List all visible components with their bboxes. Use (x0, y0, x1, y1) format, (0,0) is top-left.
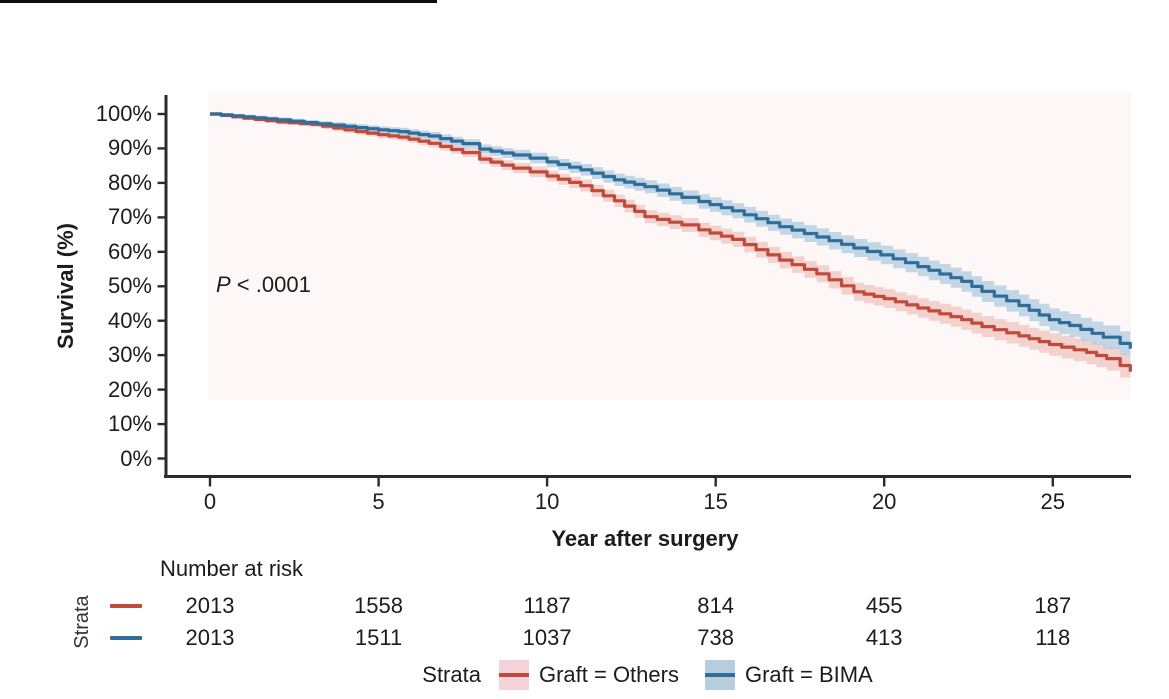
y-tick-label: 100% (95, 101, 152, 126)
risk-table-strata-axis-label: Strata (71, 595, 93, 649)
risk-row-swatch-line (110, 604, 142, 608)
risk-count-value: 455 (865, 593, 903, 618)
x-tick-label: 10 (534, 489, 560, 514)
x-tick-label: 25 (1040, 489, 1065, 514)
legend-item-others: Graft = Others (498, 660, 679, 690)
legend-swatch-others (498, 660, 529, 690)
x-axis-title: Year after surgery (551, 526, 739, 551)
y-tick-label: 90% (107, 135, 152, 161)
legend-line-bima (704, 673, 735, 677)
y-tick-label: 80% (107, 169, 152, 195)
risk-count-value: 1037 (522, 625, 572, 650)
legend-line-others (498, 673, 529, 677)
top-left-border-bar (0, 0, 437, 3)
legend-item-bima: Graft = BIMA (704, 660, 873, 690)
chart-legend: Strata Graft = Others Graft = BIMA (164, 658, 1131, 692)
risk-count-value: 814 (697, 593, 734, 618)
risk-count-value: 118 (1035, 625, 1071, 650)
number-at-risk-title: Number at risk (160, 556, 304, 581)
risk-count-value: 1187 (523, 593, 571, 618)
x-tick-label: 5 (372, 489, 385, 514)
y-tick-label: 20% (107, 376, 152, 402)
legend-label-bima: Graft = BIMA (744, 662, 873, 687)
p-value-annotation: P < .0001 (216, 272, 311, 298)
y-tick-label: 50% (107, 273, 152, 299)
confidence-band-others (210, 112, 1131, 384)
legend-title: Strata (422, 662, 481, 687)
y-tick-label: 10% (107, 411, 152, 437)
y-tick-label: 40% (107, 307, 152, 333)
x-tick-label: 20 (871, 489, 897, 514)
risk-row-swatch-line (110, 636, 142, 640)
p-value-symbol: P (216, 272, 231, 297)
x-tick-label: 15 (703, 489, 728, 514)
risk-count-value: 738 (697, 625, 734, 650)
legend-swatch-bima (704, 660, 735, 690)
p-value-text: < .0001 (230, 272, 311, 297)
survival-curve-others (210, 112, 1132, 372)
risk-count-value: 2013 (185, 593, 235, 618)
y-tick-label: 60% (107, 238, 152, 264)
risk-count-value: 1558 (354, 593, 404, 618)
y-tick-label: 30% (107, 342, 152, 368)
x-tick-label: 0 (203, 489, 217, 514)
risk-count-value: 187 (1034, 593, 1072, 618)
risk-count-value: 413 (865, 625, 903, 650)
y-tick-label: 70% (107, 204, 152, 230)
survival-curve-bima (210, 112, 1132, 349)
legend-label-others: Graft = Others (538, 662, 679, 687)
risk-count-value: 1511 (354, 625, 403, 650)
plot-panel-background (208, 93, 1131, 399)
risk-count-value: 2013 (185, 625, 235, 650)
y-tick-label: 0% (120, 445, 152, 471)
